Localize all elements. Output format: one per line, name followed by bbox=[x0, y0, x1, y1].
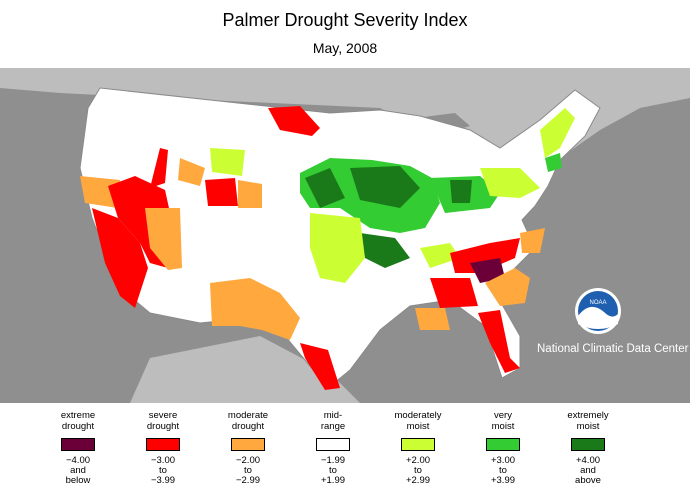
legend-range-line: below bbox=[65, 475, 91, 486]
legend-range-line: to bbox=[244, 465, 252, 476]
legend-item: moderately moist +2.00 to +2.99 bbox=[378, 410, 458, 486]
division-tennessee-west bbox=[420, 243, 460, 268]
legend-item: extreme drought −4.00 and below bbox=[38, 410, 118, 486]
legend-label-line: range bbox=[320, 421, 346, 432]
legend-label-line: very bbox=[494, 410, 512, 421]
division-oregon-coast bbox=[80, 176, 120, 208]
legend-range-line: −3.00 bbox=[150, 455, 176, 466]
division-carolinas-tennessee bbox=[450, 238, 520, 273]
legend-swatch bbox=[571, 438, 605, 451]
legend-label-line: extreme bbox=[60, 410, 96, 421]
climate-divisions bbox=[80, 106, 575, 390]
legend-range-line: +3.99 bbox=[490, 475, 516, 486]
legend-swatch bbox=[486, 438, 520, 451]
legend-range-line: +4.00 bbox=[575, 455, 601, 466]
division-montana bbox=[210, 148, 245, 176]
legend-label: extreme drought bbox=[38, 410, 118, 432]
legend-label-line: severe bbox=[148, 410, 178, 421]
noaa-logo: NOAA bbox=[575, 288, 621, 334]
drought-map: NOAA bbox=[0, 68, 690, 403]
division-louisiana bbox=[415, 308, 450, 330]
division-idaho-central bbox=[178, 158, 205, 186]
division-kansas-oklahoma bbox=[310, 213, 365, 283]
legend-item: mid-range −1.99 to +1.99 bbox=[293, 410, 373, 486]
legend-swatch bbox=[61, 438, 95, 451]
legend-range: +4.00 and above bbox=[548, 456, 628, 486]
legend-range: −2.00 to −2.99 bbox=[208, 456, 288, 486]
legend-range-line: −4.00 bbox=[65, 455, 91, 466]
legend-range: +3.00 to +3.99 bbox=[463, 456, 543, 486]
division-georgia-north bbox=[470, 258, 505, 283]
legend-range-line: +2.99 bbox=[405, 475, 431, 486]
legend-label-line: moist bbox=[576, 421, 600, 432]
division-idaho-south bbox=[205, 178, 238, 206]
legend-label-line: mid- bbox=[323, 410, 343, 421]
division-texas-south bbox=[300, 343, 340, 390]
division-massachusetts bbox=[545, 153, 562, 172]
division-pennsylvania bbox=[480, 168, 540, 198]
legend-item: moderate drought −2.00 to −2.99 bbox=[208, 410, 288, 486]
map-title: Palmer Drought Severity Index bbox=[222, 10, 468, 30]
legend-label-line: moist bbox=[406, 421, 430, 432]
noaa-logo-wave bbox=[578, 306, 618, 329]
division-missouri-south bbox=[360, 233, 410, 268]
legend-range-line: to bbox=[499, 465, 507, 476]
legend-range-line: to bbox=[329, 465, 337, 476]
division-utah-west bbox=[145, 208, 182, 270]
legend-label-line: extremely bbox=[567, 410, 609, 421]
legend-label-line: moderate bbox=[227, 410, 269, 421]
legend-swatch bbox=[316, 438, 350, 451]
legend-label: moderately moist bbox=[378, 410, 458, 432]
legend-item: severe drought −3.00 to −3.99 bbox=[123, 410, 203, 486]
map-subtitle: May, 2008 bbox=[312, 40, 378, 56]
legend-range-line: +1.99 bbox=[320, 475, 346, 486]
legend-label-line: drought bbox=[146, 421, 180, 432]
legend-range-line: to bbox=[159, 465, 167, 476]
legend-range-line: +3.00 bbox=[490, 455, 516, 466]
legend-range-line: +2.00 bbox=[405, 455, 431, 466]
division-wyoming bbox=[238, 180, 262, 208]
division-alabama bbox=[430, 278, 478, 308]
legend-swatch bbox=[231, 438, 265, 451]
division-south-carolina bbox=[485, 268, 530, 306]
legend-range-line: to bbox=[414, 465, 422, 476]
division-arizona-new-mexico bbox=[210, 278, 300, 340]
legend-label-line: moderately bbox=[394, 410, 442, 421]
legend-label: severe drought bbox=[123, 410, 203, 432]
legend-range-line: and bbox=[580, 465, 596, 476]
legend-label: very moist bbox=[463, 410, 543, 432]
legend-swatch bbox=[401, 438, 435, 451]
legend-range: −3.00 to −3.99 bbox=[123, 456, 203, 486]
legend-label-line: drought bbox=[231, 421, 265, 432]
division-california bbox=[92, 208, 148, 308]
legend-label: moderate drought bbox=[208, 410, 288, 432]
legend-range-line: −2.00 bbox=[235, 455, 261, 466]
division-florida bbox=[478, 310, 520, 373]
legend-item: extremely moist +4.00 and above bbox=[548, 410, 628, 486]
legend-swatch bbox=[146, 438, 180, 451]
legend-label-line: moist bbox=[491, 421, 515, 432]
credit-text: National Climatic Data Center bbox=[537, 343, 689, 355]
legend-range: −4.00 and below bbox=[38, 456, 118, 486]
division-indiana bbox=[450, 180, 472, 203]
division-new-england bbox=[540, 108, 575, 158]
legend-range: +2.00 to +2.99 bbox=[378, 456, 458, 486]
legend-item: very moist +3.00 to +3.99 bbox=[463, 410, 543, 486]
legend-range-line: −2.99 bbox=[235, 475, 261, 486]
legend-label-line: drought bbox=[61, 421, 95, 432]
division-idaho-north bbox=[150, 148, 168, 188]
legend-range-line: −1.99 bbox=[320, 455, 346, 466]
division-nebraska bbox=[305, 168, 345, 208]
legend-label: mid-range bbox=[293, 410, 373, 432]
mexico-land bbox=[130, 336, 360, 403]
legend-range-line: and bbox=[70, 465, 86, 476]
division-virginia bbox=[520, 228, 545, 253]
division-north-dakota bbox=[268, 106, 320, 136]
legend-range: −1.99 to +1.99 bbox=[293, 456, 373, 486]
legend-range-line: −3.99 bbox=[150, 475, 176, 486]
noaa-logo-text: NOAA bbox=[589, 300, 606, 306]
division-iowa bbox=[350, 166, 420, 208]
legend-label: extremely moist bbox=[548, 410, 628, 432]
legend-range-line: above bbox=[575, 475, 601, 486]
